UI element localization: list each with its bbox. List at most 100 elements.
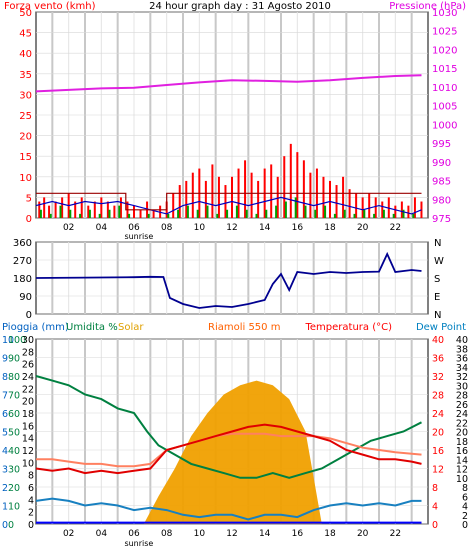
pressure-right-tick-label: 1025 [432, 27, 457, 38]
temp-x-tick: 04 [96, 529, 108, 539]
rain-tick-label: 0 [2, 520, 8, 531]
humidity-tick-label: 100 [8, 335, 26, 346]
pressure-right-tick-label: 1010 [432, 83, 457, 94]
temp-left-tick-label: 36 [432, 354, 444, 365]
pressure-line [35, 74, 422, 93]
solar-tick-label: 18 [22, 409, 34, 420]
direction-tick-label: 0 [26, 310, 32, 321]
wind_dir_max-line [36, 192, 422, 211]
wind-left-tick-label: 25 [19, 111, 32, 122]
wind-x-tick: 10 [194, 223, 206, 233]
wind-x-tick: 16 [292, 223, 304, 233]
temp-right-tick-label: 10 [456, 474, 468, 485]
solar-tick-label: 6 [28, 483, 34, 494]
temp-left-tick-label: 32 [432, 372, 444, 383]
rain_blue-line [35, 497, 422, 521]
temperature-line [35, 423, 422, 475]
temp-right-tick-label: 34 [456, 363, 468, 374]
wind-axis-title: Forza vento (kmh) [4, 1, 96, 12]
label-dewpoint: Dew Point [416, 322, 466, 333]
compass-label: E [434, 292, 440, 303]
temp-right-tick-label: 12 [456, 465, 468, 476]
rain-tick-label: 4 [2, 446, 8, 457]
temp-right-tick-label: 14 [456, 455, 468, 466]
wind-x-tick: 02 [63, 223, 74, 233]
direction-line [35, 251, 422, 309]
solar-tick-label: 0 [28, 520, 34, 531]
rain-tick-label: 3 [2, 465, 8, 476]
direction-tick-label: 90 [19, 292, 32, 303]
temp-right-tick-label: 30 [456, 381, 468, 392]
solar-tick-label: 24 [22, 372, 34, 383]
humidity-line [35, 375, 422, 479]
solar-tick-label: 26 [22, 360, 34, 371]
wind-left-tick-label: 45 [19, 29, 32, 40]
temp-left-tick-label: 28 [432, 391, 444, 402]
temp-right-tick-label: 6 [462, 492, 468, 503]
rain-tick-label: 9 [2, 354, 8, 365]
solar-tick-label: 8 [28, 471, 34, 482]
pressure-right-tick-label: 1005 [432, 102, 457, 113]
wind-chart-title: 24 hour graph day : 31 Agosto 2010 [149, 1, 331, 12]
label-solar: Solar [118, 322, 144, 333]
temp-right-tick-label: 26 [456, 400, 468, 411]
temp-x-tick: 20 [357, 529, 369, 539]
temp-right-tick-label: 8 [462, 483, 468, 494]
wind-left-tick-label: 20 [19, 132, 32, 143]
humidity-tick-label: 40 [8, 446, 20, 457]
temp-right-tick-label: 36 [456, 354, 468, 365]
compass-label: W [434, 256, 444, 267]
wind-x-tick: 12 [226, 223, 237, 233]
temp-x-tick: 22 [390, 529, 401, 539]
wind-sunrise-label: sunrise [124, 232, 153, 241]
temp-x-tick: 02 [63, 529, 74, 539]
rain-tick-label: 10 [2, 335, 14, 346]
wind-left-tick-label: 15 [19, 152, 32, 163]
temp-x-tick: 06 [128, 529, 140, 539]
solar-tick-label: 16 [22, 421, 34, 432]
humidity-tick-label: 30 [8, 465, 20, 476]
temp-left-tick-label: 40 [432, 335, 444, 346]
temp-sunrise-label: sunrise [124, 539, 153, 548]
wind-x-tick: 22 [390, 223, 401, 233]
direction-tick-label: 270 [13, 256, 32, 267]
solar-tick-label: 20 [22, 397, 34, 408]
label-temperature: Temperatura (°C) [304, 322, 392, 333]
wind-left-tick-label: 30 [19, 90, 32, 101]
solar-tick-label: 28 [22, 347, 34, 358]
pressure-right-tick-label: 1000 [432, 120, 457, 131]
pressure-right-tick-label: 995 [432, 139, 451, 150]
temp-left-tick-label: 24 [432, 409, 444, 420]
rain-tick-label: 1 [2, 502, 8, 513]
pressure-right-tick-label: 1015 [432, 64, 457, 75]
solar-tick-label: 10 [22, 458, 34, 469]
wind-x-tick: 06 [128, 223, 140, 233]
temp-left-tick-label: 8 [432, 483, 438, 494]
solar-tick-label: 12 [22, 446, 34, 457]
temp-x-tick: 18 [324, 529, 336, 539]
temp-x-tick: 10 [194, 529, 206, 539]
temp-right-tick-label: 16 [456, 446, 468, 457]
temp-x-tick: 14 [259, 529, 271, 539]
wind-x-tick: 18 [324, 223, 336, 233]
temp-x-tick: 08 [161, 529, 173, 539]
temp-x-tick: 12 [226, 529, 237, 539]
direction-tick-label: 360 [13, 238, 32, 249]
label-location: Riamoli 550 m [208, 322, 280, 333]
humidity-tick-label: 90 [8, 354, 20, 365]
temp-panel [35, 338, 429, 525]
temp-right-tick-label: 38 [456, 344, 468, 355]
rain-tick-label: 6 [2, 409, 8, 420]
compass-label: N [434, 310, 441, 321]
direction-tick-label: 180 [13, 274, 32, 285]
temp-right-tick-label: 2 [462, 511, 468, 522]
wind-x-tick: 20 [357, 223, 369, 233]
wind-x-tick: 14 [259, 223, 271, 233]
wind-left-tick-label: 40 [19, 49, 32, 60]
pressure-right-tick-label: 985 [432, 177, 451, 188]
temp-right-tick-label: 32 [456, 372, 468, 383]
temp-right-tick-label: 4 [462, 502, 468, 513]
temp-right-tick-label: 20 [456, 428, 468, 439]
humidity-tick-label: 80 [8, 372, 20, 383]
